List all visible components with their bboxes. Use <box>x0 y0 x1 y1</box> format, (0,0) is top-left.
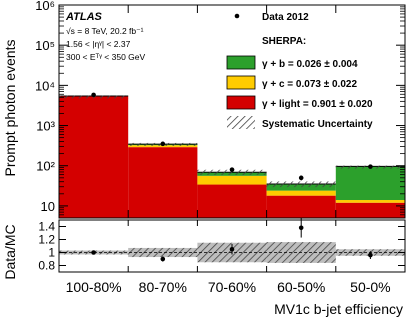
legend-mc-header: SHERPA: <box>262 36 306 47</box>
bar-series1-cat2 <box>197 175 267 185</box>
stacked-bars <box>59 95 405 218</box>
ratio-y-tick-label-2: 1.2 <box>38 233 55 247</box>
data-point-cat3 <box>298 175 304 181</box>
y-tick-label-0: 10 <box>41 199 55 214</box>
info-line-2: 1.56 < |ηᵞ| < 2.37 <box>66 39 131 49</box>
y-tick-label-2: 10³ <box>36 119 55 134</box>
ratio-syst-hatch-cat1 <box>128 247 198 258</box>
y-axis-title: Prompt photon events <box>2 40 18 177</box>
x-axis-title: MV1c b-jet efficiency <box>274 301 403 317</box>
bar-series0-cat2 <box>197 184 267 218</box>
bar-series0-cat0 <box>59 96 129 218</box>
category-label-2: 70-60% <box>208 279 256 295</box>
data-point-cat2 <box>229 167 235 172</box>
ratio-point-cat0 <box>91 250 96 255</box>
legend-swatch-b <box>226 55 256 70</box>
info-line-3: 300 < Eᵀᵞ < 350 GeV <box>66 52 146 62</box>
y-tick-label-3: 10⁴ <box>35 78 55 93</box>
legend-data-marker <box>234 13 240 19</box>
ratio-frame <box>58 219 406 273</box>
legend-label-b: γ + b = 0.026 ± 0.004 <box>262 59 358 70</box>
y-tick-label-4: 10⁵ <box>35 38 55 53</box>
data-point-cat4 <box>368 164 373 169</box>
bar-series0-cat1 <box>128 147 198 218</box>
main-plot: 10 10² 10³ 10⁴ 10⁵ 10⁶ ATLAS √s = 8 TeV, 20.2… <box>35 0 406 219</box>
legend-label-c: γ + c = 0.073 ± 0.022 <box>262 79 357 90</box>
ratio-point-cat4 <box>368 252 373 258</box>
data-points <box>91 92 373 181</box>
data-point-cat0 <box>91 92 96 98</box>
ratio-y-axis-ticks: 0.811.21.4 <box>38 220 405 273</box>
ratio-points <box>91 218 373 262</box>
ratio-point-cat3 <box>298 225 304 231</box>
bar-series0-cat4 <box>335 202 405 218</box>
category-label-4: 50-0% <box>350 279 390 295</box>
category-labels: 100-80% 80-70% 70-60% 60-50% 50-0% <box>66 279 391 295</box>
x-ticks-main <box>127 5 337 218</box>
syst-main-cat3 <box>266 181 336 188</box>
bar-series0-cat3 <box>266 195 336 218</box>
legend: Data 2012 SHERPA: γ + b = 0.026 ± 0.004 … <box>226 12 373 130</box>
atlas-label: ATLAS <box>65 11 103 23</box>
category-label-1: 80-70% <box>139 279 187 295</box>
data-point-cat1 <box>160 141 166 147</box>
y-axis-ticks: 10 10² 10³ 10⁴ 10⁵ 10⁶ <box>35 0 405 219</box>
bar-series1-cat3 <box>266 190 336 196</box>
legend-swatch-c <box>226 75 256 90</box>
bar-series2-cat3 <box>266 184 336 191</box>
x-ticks-ratio <box>127 220 337 272</box>
legend-data-label: Data 2012 <box>262 12 309 23</box>
ratio-plot: 0.811.21.4 <box>38 218 406 273</box>
ratio-point-cat2 <box>229 246 235 252</box>
ratio-point-cat1 <box>160 256 166 262</box>
category-label-3: 60-50% <box>277 279 325 295</box>
y-tick-label-1: 10² <box>36 159 55 174</box>
ratio-y-tick-label-1: 1 <box>48 246 55 260</box>
legend-label-syst: Systematic Uncertainty <box>262 119 373 130</box>
syst-main-cat2 <box>197 169 267 176</box>
y-tick-label-5: 10⁶ <box>35 0 55 13</box>
category-label-0: 100-80% <box>66 279 122 295</box>
legend-label-light: γ + light = 0.901 ± 0.020 <box>262 99 373 110</box>
bar-series2-cat4 <box>335 166 405 201</box>
legend-swatch-syst <box>227 116 255 129</box>
ratio-y-axis-title: Data/MC <box>2 224 18 279</box>
info-line-1: √s = 8 TeV, 20.2 fb⁻¹ <box>66 26 144 36</box>
ratio-y-tick-label-0: 0.8 <box>38 259 55 273</box>
main-frame <box>58 4 406 219</box>
ratio-y-tick-label-3: 1.4 <box>38 220 55 234</box>
bar-series1-cat4 <box>335 200 405 203</box>
legend-swatch-light <box>226 95 256 110</box>
